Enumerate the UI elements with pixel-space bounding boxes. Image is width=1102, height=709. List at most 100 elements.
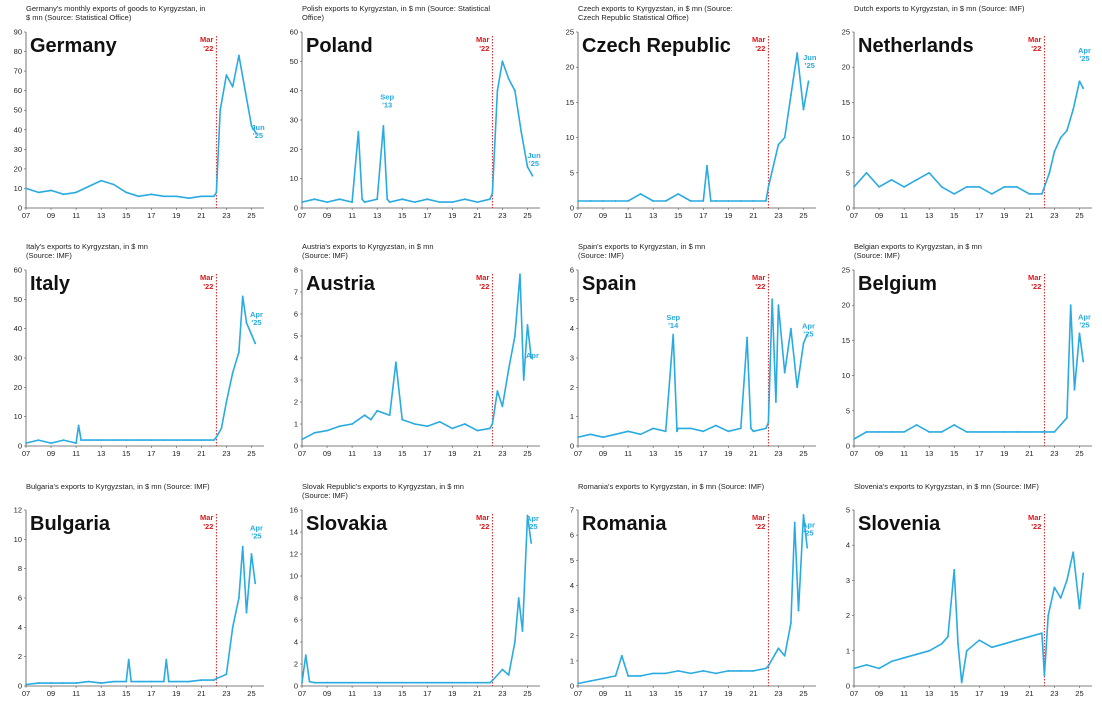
data-point <box>1043 674 1046 677</box>
data-annotation: Apr <box>802 521 815 530</box>
data-point <box>363 681 366 684</box>
chart-panel: Romania's exports to Kyrgyzstan, in $ mn… <box>570 482 816 698</box>
y-tick-label: 1 <box>570 656 574 665</box>
data-series-line <box>577 514 808 685</box>
x-tick-label: 23 <box>774 689 782 698</box>
marker-label: Mar <box>200 273 213 282</box>
y-tick-label: 40 <box>14 125 22 134</box>
data-series-line <box>301 60 534 203</box>
chart-panel: Dutch exports to Kyrgyzstan, in $ mn (So… <box>842 4 1092 220</box>
data-annotation: Apr <box>250 310 263 319</box>
country-label: Germany <box>30 35 118 57</box>
marker-label: Mar <box>476 273 489 282</box>
data-point <box>514 89 516 92</box>
data-point <box>231 85 234 88</box>
data-point <box>313 198 316 201</box>
data-point <box>150 439 153 442</box>
country-label: Belgium <box>858 273 937 295</box>
data-point <box>491 423 494 425</box>
data-point <box>401 198 404 201</box>
data-point <box>577 682 579 685</box>
data-point <box>802 108 805 111</box>
data-point <box>62 439 65 442</box>
x-tick-label: 15 <box>398 689 406 698</box>
data-point <box>767 421 770 424</box>
x-tick-label: 25 <box>1075 211 1083 220</box>
data-point <box>376 409 379 412</box>
data-point <box>677 427 680 430</box>
data-annotation: '13 <box>382 100 392 109</box>
data-point <box>250 333 253 336</box>
data-point <box>526 324 529 326</box>
data-point <box>438 201 441 204</box>
data-point <box>175 680 178 683</box>
data-point <box>496 89 499 92</box>
data-point <box>903 185 906 188</box>
y-tick-label: 3 <box>846 576 850 585</box>
data-point <box>75 442 78 444</box>
data-point <box>677 193 680 195</box>
chart-title-line: (Source: IMF) <box>854 251 900 260</box>
marker-label: '22 <box>479 522 489 531</box>
y-tick-label: 6 <box>570 266 574 275</box>
x-tick-label: 23 <box>1050 689 1058 698</box>
data-point <box>890 178 893 181</box>
x-tick-label: 15 <box>950 689 958 698</box>
data-point <box>676 430 678 433</box>
data-point <box>1040 632 1043 635</box>
data-point <box>150 193 153 196</box>
x-tick-label: 15 <box>950 211 958 220</box>
data-series-line <box>853 551 1084 684</box>
data-point <box>363 414 366 417</box>
data-point <box>395 361 397 364</box>
y-tick-label: 4 <box>846 541 850 550</box>
y-tick-label: 0 <box>846 204 850 213</box>
y-tick-label: 30 <box>14 354 22 363</box>
data-point <box>244 89 247 92</box>
x-tick-label: 19 <box>172 449 180 458</box>
data-point <box>220 427 223 430</box>
y-tick-label: 2 <box>846 611 850 620</box>
x-tick-label: 11 <box>348 689 356 698</box>
marker-label: '22 <box>203 522 213 531</box>
x-tick-label: 21 <box>749 211 757 220</box>
x-tick-label: 23 <box>498 211 506 220</box>
y-tick-label: 0 <box>294 204 298 213</box>
x-tick-label: 11 <box>624 449 632 458</box>
y-tick-label: 10 <box>14 184 22 193</box>
x-tick-label: 19 <box>448 449 456 458</box>
country-label: Spain <box>582 273 636 295</box>
x-tick-label: 07 <box>22 211 30 220</box>
x-tick-label: 17 <box>975 689 983 698</box>
data-point <box>388 414 391 417</box>
data-point <box>137 680 140 683</box>
data-annotation: '25 <box>253 131 263 140</box>
data-point <box>878 185 880 188</box>
data-point <box>225 401 228 403</box>
chart-title-line: Belgian exports to Kyrgyzstan, in $ mn <box>854 242 982 251</box>
data-point <box>796 386 799 389</box>
data-point <box>1015 185 1018 188</box>
data-point <box>245 321 248 324</box>
y-tick-label: 14 <box>290 528 298 537</box>
data-point <box>451 427 454 430</box>
data-point <box>463 423 466 425</box>
data-annotation: Apr <box>802 322 815 331</box>
data-series-line <box>301 273 532 441</box>
data-point <box>219 109 222 112</box>
data-point <box>639 193 642 195</box>
data-point <box>903 656 906 659</box>
y-tick-label: 20 <box>14 164 22 173</box>
x-tick-label: 23 <box>774 449 782 458</box>
data-point <box>752 430 755 433</box>
x-tick-label: 25 <box>523 211 531 220</box>
data-series-line <box>25 54 258 199</box>
x-tick-label: 21 <box>473 211 481 220</box>
x-tick-label: 07 <box>298 211 306 220</box>
data-point <box>767 185 770 188</box>
data-point <box>802 342 805 345</box>
data-point <box>451 681 454 684</box>
x-tick-label: 17 <box>147 689 155 698</box>
data-point <box>790 622 792 625</box>
data-point <box>664 672 667 675</box>
